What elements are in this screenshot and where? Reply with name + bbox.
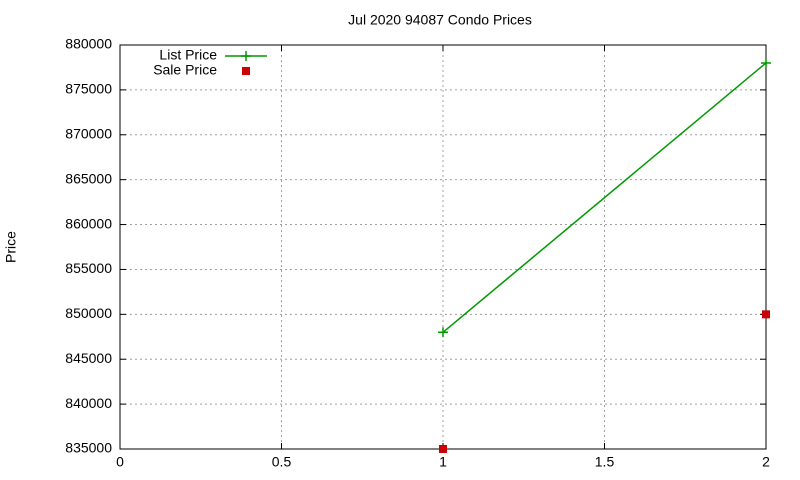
y-tick-label: 860000 [65,215,112,231]
data-point [761,57,771,68]
y-tick-label: 840000 [65,395,112,411]
y-tick-label: 870000 [65,125,112,141]
y-tick-label: 865000 [65,170,112,186]
data-point [762,310,770,319]
legend-marker [241,51,251,61]
y-tick-label: 855000 [65,260,112,276]
y-tick-label: 875000 [65,81,112,97]
x-tick-label: 2 [762,454,770,470]
legend-marker [242,67,250,75]
y-axis-label: Price [3,231,19,263]
data-point [438,327,448,338]
x-tick-label: 0.5 [272,454,292,470]
x-tick-label: 1.5 [595,454,615,470]
y-tick-label: 880000 [65,36,112,52]
chart-title: Jul 2020 94087 Condo Prices [348,12,532,28]
legend-label: Sale Price [153,62,217,78]
y-tick-label: 850000 [65,305,112,321]
data-point [439,445,447,453]
y-tick-label: 845000 [65,350,112,366]
y-tick-label: 835000 [65,440,112,456]
legend-label: List Price [159,47,217,63]
x-tick-label: 1 [439,454,447,470]
series-line [442,62,767,333]
x-tick-label: 0 [116,454,124,470]
